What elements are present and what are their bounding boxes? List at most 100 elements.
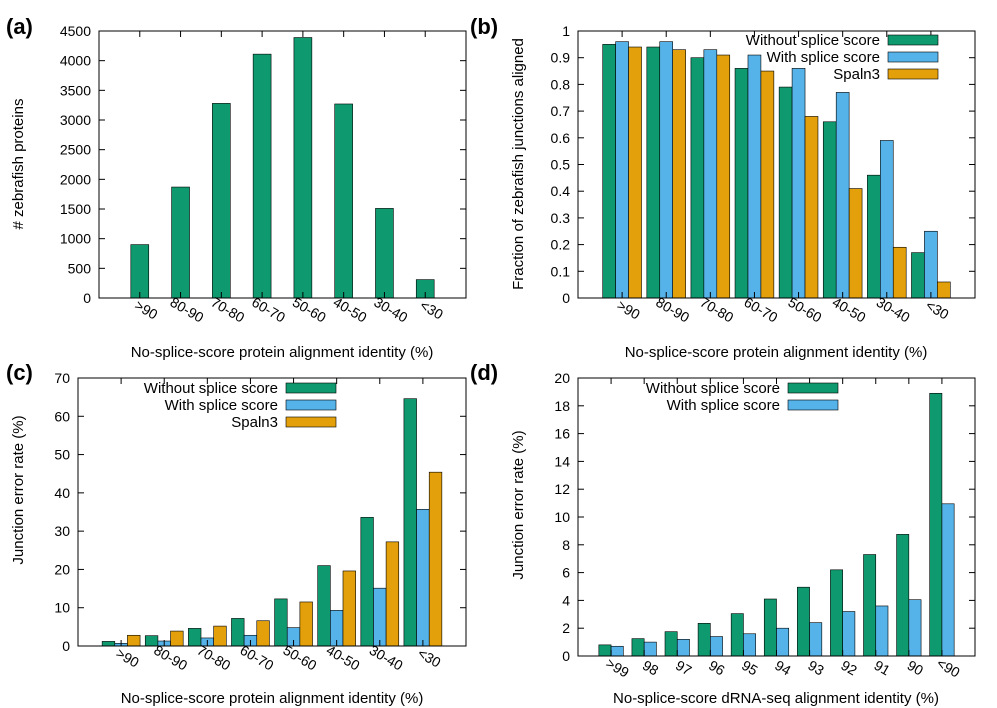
x-tick-label: 80-90 — [653, 294, 692, 326]
x-tick-label: 92 — [838, 657, 860, 679]
x-tick-label: 60-70 — [741, 294, 780, 326]
bar-spaln3 — [716, 54, 731, 299]
bar-without-splice-score — [598, 644, 612, 657]
y-tick-label: 0.2 — [551, 237, 571, 253]
x-tick-label: 60-70 — [249, 294, 288, 326]
panel-c: (c) 0 10 20 30 40 50 60 70 >90 80-90 70-80 60-70 50… — [6, 360, 467, 707]
bar-spaln3 — [342, 570, 356, 647]
y-tick-label: 1 — [562, 23, 570, 39]
y-tick-label: 4 — [562, 592, 570, 608]
bar-spaln3 — [170, 630, 184, 647]
plot-frame — [98, 30, 467, 299]
y-tick-label: 2500 — [60, 142, 91, 158]
y-axis-label: # zebrafish proteins — [10, 99, 27, 230]
panel-label-d: (d) — [470, 360, 498, 385]
y-tick-label: 0.1 — [551, 263, 571, 279]
y-tick-label: 0 — [83, 290, 91, 306]
bar-with-splice-score — [924, 230, 938, 299]
bar-without-splice-score — [911, 252, 925, 299]
y-tick-label: 6 — [562, 565, 570, 581]
legend-swatch — [887, 34, 939, 46]
x-tick-label: 96 — [706, 657, 728, 679]
y-tick-label: 0.5 — [551, 157, 571, 173]
bar-with-splice-score — [776, 627, 790, 657]
y-ticks: 0 10 20 30 40 50 60 70 — [54, 370, 466, 654]
y-ticks: 0 0.1 0.2 0.3 0.4 0.5 0.6 0.7 0.8 0.9 1 — [551, 23, 975, 306]
bar-with-splice-score — [809, 622, 823, 657]
bar-without-splice-score — [734, 68, 749, 299]
legend-swatch — [285, 416, 337, 428]
x-tick-label: 40-50 — [324, 642, 363, 674]
bar-count — [293, 37, 313, 299]
bar-spaln3 — [848, 188, 863, 299]
bar-count — [252, 53, 272, 299]
x-axis-label: No-splice-score protein alignment identi… — [121, 690, 424, 707]
bar-without-splice-score — [867, 174, 881, 299]
bar-count — [171, 186, 190, 299]
x-tick-label: 95 — [739, 657, 761, 679]
bar-without-splice-score — [730, 613, 744, 657]
bar-spaln3 — [937, 281, 951, 299]
y-tick-label: 4000 — [60, 53, 91, 69]
bar-without-splice-score — [403, 398, 417, 647]
bar-without-splice-score — [896, 534, 910, 657]
bar-with-splice-score — [880, 140, 894, 299]
bar-count — [212, 103, 231, 299]
legend-swatch — [787, 399, 839, 411]
x-tick-label: 90 — [905, 657, 927, 679]
legend-label: Spaln3 — [833, 66, 880, 83]
x-tick-label: <30 — [923, 297, 952, 323]
y-tick-label: 10 — [554, 509, 570, 525]
y-tick-label: 16 — [554, 426, 570, 442]
y-tick-label: 30 — [54, 523, 70, 539]
x-tick-label: 50-60 — [786, 294, 825, 326]
bar-with-splice-score — [659, 41, 673, 299]
bar-without-splice-score — [188, 628, 202, 647]
legend-swatch — [887, 68, 939, 80]
x-tick-label: <30 — [417, 297, 446, 323]
bar-with-splice-score — [835, 92, 850, 299]
y-tick-label: 14 — [554, 453, 570, 469]
legend-label: With splice score — [165, 397, 278, 414]
plot-frame — [577, 30, 976, 299]
x-tick-label: 60-70 — [237, 642, 276, 674]
bar-spaln3 — [892, 246, 907, 299]
x-tick-label: 97 — [673, 657, 695, 679]
bar-with-splice-score — [791, 68, 806, 299]
y-tick-label: 50 — [54, 447, 70, 463]
bar-without-splice-score — [830, 569, 843, 657]
bar-spaln3 — [760, 70, 775, 299]
y-tick-label: 60 — [54, 408, 70, 424]
x-tick-label: >90 — [614, 297, 643, 323]
bar-without-splice-score — [317, 565, 331, 647]
y-ticks: 0 2 4 6 8 10 12 14 16 18 20 — [554, 370, 975, 664]
x-ticks: >99 98 97 96 95 94 93 92 91 90 <90 — [603, 378, 963, 681]
y-tick-label: 12 — [554, 481, 570, 497]
bar-without-splice-score — [697, 623, 711, 657]
y-tick-label: 500 — [68, 260, 92, 276]
x-tick-label: 94 — [772, 657, 794, 679]
bar-without-splice-score — [631, 638, 645, 657]
y-tick-label: 0.8 — [551, 76, 571, 92]
y-tick-label: 1000 — [60, 231, 91, 247]
x-tick-label: 50-60 — [281, 642, 320, 674]
panel-d: (d) 0 2 4 6 8 10 12 14 16 18 20 >99 98 97 96 95 94 93 92 9… — [470, 360, 976, 707]
y-tick-label: 0.9 — [551, 50, 571, 66]
x-ticks: >90 80-90 70-80 60-70 50-60 40-50 30-40 <30 — [614, 31, 952, 326]
x-tick-label: 40-50 — [830, 294, 869, 326]
x-tick-label: 30-40 — [367, 642, 406, 674]
bar-with-splice-score — [743, 633, 756, 657]
bar-with-splice-score — [373, 587, 387, 647]
bar-without-splice-score — [763, 598, 777, 657]
bar-without-splice-score — [822, 121, 837, 299]
bar-with-splice-score — [703, 49, 718, 299]
y-tick-label: 8 — [562, 537, 570, 553]
bar-without-splice-score — [101, 641, 116, 647]
bar-without-splice-score — [797, 586, 810, 657]
bars — [602, 41, 951, 299]
y-tick-label: 18 — [554, 398, 570, 414]
